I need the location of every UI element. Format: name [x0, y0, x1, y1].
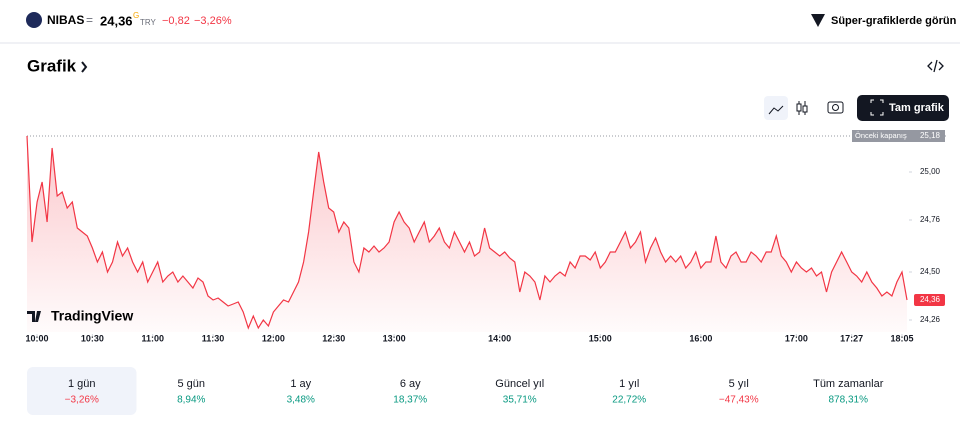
period-change: 8,94% — [177, 395, 205, 406]
period-tab[interactable] — [27, 367, 137, 415]
y-tick-label: 24,26 — [920, 315, 941, 324]
period-change: 878,31% — [829, 395, 869, 406]
x-tick-label: 11:30 — [202, 333, 225, 343]
price-mark: G — [133, 11, 139, 20]
chevron — [81, 61, 88, 73]
currency: TRY — [140, 18, 157, 27]
equals: = — [86, 13, 93, 27]
period-label: 6 ay — [400, 378, 421, 390]
candle-icon — [802, 105, 808, 113]
screenshot-button[interactable] — [827, 101, 844, 114]
last-price-box — [914, 294, 945, 306]
line-icon — [768, 105, 784, 115]
symbol-logo — [26, 12, 42, 28]
full-chart-label: Tam grafik — [889, 102, 945, 114]
period-label: Tüm zamanlar — [813, 378, 884, 390]
period-tab[interactable] — [465, 367, 575, 415]
plot: 24,26 24,50 24,76 25,00 10:00 10:30 11:00 11:30… — [26, 130, 947, 343]
x-tick-label: 17:00 — [785, 333, 808, 343]
fullscreen-icon — [870, 99, 884, 116]
period-label: 1 yıl — [619, 378, 639, 390]
x-tick-label: 17:27 — [840, 333, 863, 343]
price-line — [26, 135, 908, 330]
y-tick-label: 24,50 — [920, 267, 941, 276]
x-tick-label: 18:05 — [890, 333, 913, 343]
price: 24,36 — [100, 13, 133, 28]
period-change: 22,72% — [612, 395, 646, 406]
area — [27, 136, 907, 332]
period-change: −47,43% — [719, 395, 759, 406]
line-chart-button[interactable] — [764, 96, 788, 120]
x-tick-label: 10:00 — [26, 333, 49, 343]
x-tick-label: 12:00 — [262, 333, 285, 343]
period-tab[interactable] — [574, 367, 685, 415]
period-tab[interactable] — [684, 367, 794, 415]
y-tick-label: 24,76 — [920, 215, 941, 224]
x-tick-label: 15:00 — [589, 333, 612, 343]
last-price-label: 24,36 — [920, 295, 941, 304]
super-chart-icon — [811, 14, 825, 27]
embed-button[interactable] — [927, 59, 944, 73]
period-change: 3,48% — [287, 395, 315, 406]
period-label: 5 gün — [177, 378, 205, 390]
candle-icon — [796, 103, 802, 112]
period-label: 1 gün — [68, 378, 96, 390]
change-pct: −3,26% — [194, 15, 232, 27]
symbol: NIBAS — [47, 13, 84, 27]
x-tick-label: 12:30 — [322, 333, 345, 343]
y-tick-label: 25,00 — [920, 167, 941, 176]
period-label: Güncel yıl — [495, 378, 544, 390]
period-tab[interactable] — [793, 367, 904, 415]
x-tick-label: 14:00 — [488, 333, 511, 343]
x-tick-label: 16:00 — [689, 333, 712, 343]
periods: 1 gün −3,26% 5 gün 8,94% 1 ay 3,48% 6 ay 18,37%… — [27, 367, 903, 415]
previous-close-box — [852, 130, 945, 142]
camera-lens — [832, 104, 839, 111]
period-tab[interactable] — [246, 367, 356, 415]
previous-close-value: 25,18 — [920, 131, 941, 140]
period-tab[interactable] — [136, 367, 247, 415]
x-tick-label: 13:00 — [383, 333, 406, 343]
period-change: 18,37% — [393, 395, 427, 406]
section-title[interactable]: Grafik — [27, 56, 77, 75]
period-change: −3,26% — [65, 395, 99, 406]
logo-text: TradingView — [51, 308, 133, 324]
previous-close-label: Önceki kapanış — [855, 131, 907, 140]
logo-mark — [27, 311, 41, 322]
period-tab[interactable] — [355, 367, 466, 415]
period-label: 5 yıl — [729, 378, 749, 390]
x-tick-label: 11:00 — [141, 333, 164, 343]
period-change: 35,71% — [503, 395, 537, 406]
change: −0,82 — [162, 15, 190, 27]
x-tick-label: 10:30 — [81, 333, 104, 343]
super-chart-link[interactable]: Süper-grafiklerde görün — [831, 15, 957, 27]
period-label: 1 ay — [290, 378, 311, 390]
